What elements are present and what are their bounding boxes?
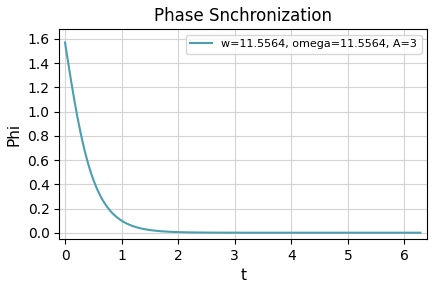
- w=11.5564, omega=11.5564, A=3: [206, 231, 211, 234]
- Y-axis label: Phi: Phi: [7, 122, 22, 146]
- w=11.5564, omega=11.5564, A=3: [62, 41, 68, 44]
- w=11.5564, omega=11.5564, A=3: [219, 231, 224, 234]
- w=11.5564, omega=11.5564, A=3: [99, 196, 104, 199]
- X-axis label: t: t: [240, 268, 246, 283]
- w=11.5564, omega=11.5564, A=3: [346, 231, 351, 234]
- Line: w=11.5564, omega=11.5564, A=3: w=11.5564, omega=11.5564, A=3: [65, 43, 421, 233]
- w=11.5564, omega=11.5564, A=3: [339, 231, 345, 234]
- w=11.5564, omega=11.5564, A=3: [306, 231, 312, 234]
- Legend: w=11.5564, omega=11.5564, A=3: w=11.5564, omega=11.5564, A=3: [186, 35, 421, 54]
- w=11.5564, omega=11.5564, A=3: [418, 231, 423, 234]
- Title: Phase Snchronization: Phase Snchronization: [154, 7, 332, 25]
